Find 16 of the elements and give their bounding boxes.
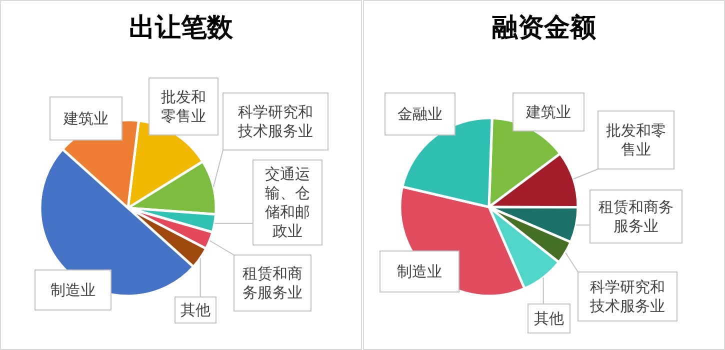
slice-label: 科学研究和技术服务业	[237, 103, 313, 140]
slice-label: 租赁和商务服务业	[242, 264, 302, 302]
slice-label: 其他	[180, 301, 210, 319]
slice-label: 制造业	[50, 281, 96, 299]
slice-label: 制造业	[397, 262, 442, 280]
slice-label: 批发和零售业	[606, 122, 666, 158]
slice-label: 批发和零售业	[161, 88, 206, 125]
slice-label: 其他	[534, 310, 564, 328]
slice-label: 交通运输、仓储和邮政业	[265, 165, 310, 240]
slice-label: 建筑业	[62, 110, 108, 128]
slice-label: 科学研究和技术服务业	[589, 278, 665, 315]
slice-label: 建筑业	[525, 103, 571, 121]
chart-title: 出让笔数	[129, 13, 234, 43]
slice-label: 租赁和商务服务业	[598, 198, 674, 235]
chart-title: 融资金额	[492, 13, 597, 43]
slice-label: 金融业	[398, 105, 442, 123]
